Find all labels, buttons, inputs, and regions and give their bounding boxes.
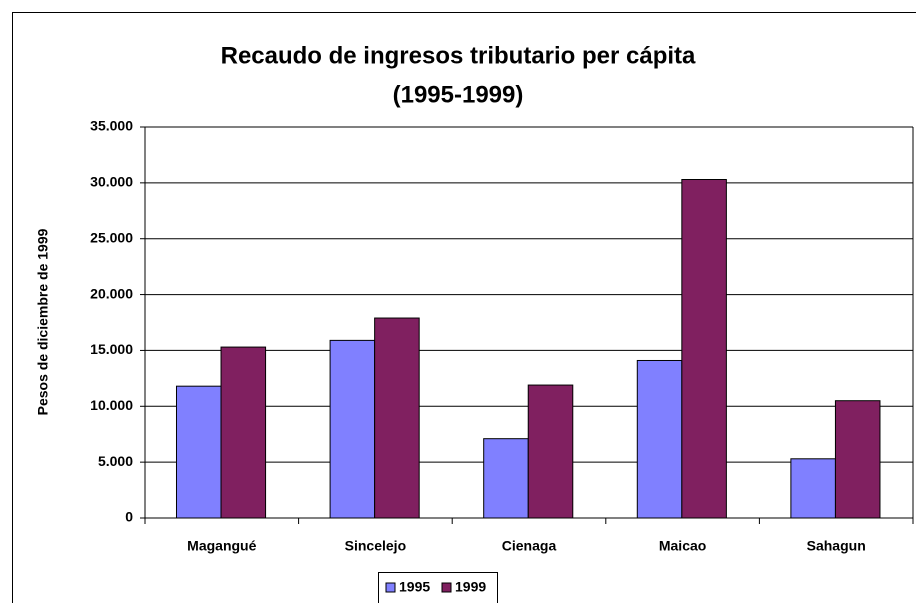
- bar: [374, 317, 420, 519]
- bar: [790, 458, 836, 519]
- bar: [681, 179, 727, 519]
- legend-swatch: [441, 582, 452, 593]
- y-tick-label: 5.000: [98, 453, 133, 469]
- legend-box: [378, 572, 498, 603]
- x-tick-label: Cienaga: [502, 538, 557, 554]
- legend-label: 1995: [399, 579, 430, 595]
- bar: [329, 339, 376, 519]
- y-tick-label: 30.000: [90, 174, 133, 190]
- y-tick-label: 25.000: [90, 229, 133, 245]
- x-tick-label: Maicao: [659, 538, 706, 554]
- y-tick-label: 20.000: [90, 285, 133, 301]
- y-tick-label: 15.000: [90, 341, 133, 357]
- x-tick-label: Sincelejo: [345, 538, 406, 554]
- bar: [175, 385, 222, 519]
- chart-title: Recaudo de ingresos tributario per cápit…: [221, 42, 696, 69]
- legend-swatch: [385, 582, 396, 593]
- legend-label: 1999: [455, 579, 486, 595]
- x-tick-label: Sahagun: [807, 538, 866, 554]
- y-axis-label: Pesos de diciembre de 1999: [35, 228, 51, 415]
- y-tick-label: 0: [125, 509, 133, 525]
- bar: [220, 346, 267, 519]
- chart-frame: [12, 12, 916, 603]
- chart-subtitle: (1995-1999): [393, 81, 524, 108]
- y-tick-label: 10.000: [90, 397, 133, 413]
- bar: [483, 438, 529, 519]
- bar: [636, 359, 683, 519]
- bar: [834, 400, 881, 519]
- y-tick-label: 35.000: [90, 118, 133, 134]
- bar: [527, 384, 574, 519]
- x-tick-label: Magangué: [187, 538, 256, 554]
